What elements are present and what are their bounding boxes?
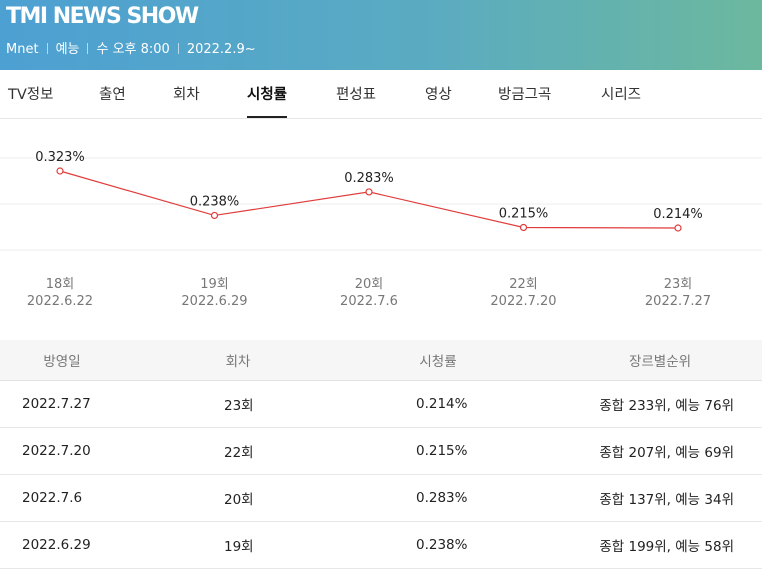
tab-ratings[interactable]: 시청률 [247, 70, 288, 118]
start-date-label: 2022.2.9~ [186, 42, 256, 57]
rating-data-label: 0.323% [35, 150, 85, 165]
channel-name[interactable]: Mnet [6, 42, 39, 57]
table-row: 2022.7.20 22회 0.215% 종합 207위, 예능 69위 [0, 428, 762, 475]
rating-data-label: 0.215% [499, 206, 549, 221]
row-episode: 23회 [224, 398, 254, 414]
ratings-chart: 0.323% 18회 2022.6.22 0.238% 19회 2022.6.29 0.28… [0, 118, 762, 340]
program-header: TMI NEWS SHOW Mnet 예능 수 오후 8:00 2022.2.9~ [0, 0, 762, 70]
row-genre-rank: 종합 199위, 예능 58위 [599, 539, 734, 555]
row-episode: 20회 [224, 492, 254, 508]
row-rating: 0.238% [416, 537, 468, 553]
ratings-chart-svg: 0.323% 18회 2022.6.22 0.238% 19회 2022.6.29 0.28… [0, 150, 762, 309]
x-tick-episode: 22회 [509, 277, 538, 292]
meta-divider [46, 43, 48, 54]
x-tick-episode: 23회 [664, 277, 693, 292]
rating-point [365, 188, 373, 196]
row-air-date: 2022.7.20 [22, 443, 91, 459]
row-genre-rank: 종합 137위, 예능 34위 [599, 492, 734, 508]
program-meta: Mnet 예능 수 오후 8:00 2022.2.9~ [6, 38, 256, 57]
x-tick-episode: 20회 [355, 277, 384, 292]
header-genre-rank: 장르별순위 [628, 354, 692, 370]
header-episode: 회차 [225, 354, 251, 370]
x-tick-date: 2022.6.22 [27, 294, 93, 309]
row-genre-rank: 종합 207위, 예능 69위 [599, 445, 734, 461]
tab-tv-info[interactable]: TV정보 [8, 87, 54, 103]
row-episode: 19회 [224, 539, 254, 555]
rating-data-label: 0.283% [344, 171, 394, 186]
program-title[interactable]: TMI NEWS SHOW [6, 4, 199, 29]
tab-bar: TV정보 출연 회차 시청률 편성표 영상 방금그곡 시리즈 [0, 70, 762, 119]
row-rating: 0.283% [416, 490, 468, 506]
row-air-date: 2022.6.29 [22, 537, 91, 553]
x-tick-date: 2022.6.29 [181, 294, 247, 309]
schedule-label: 수 오후 8:00 [96, 42, 170, 57]
table-row: 2022.7.6 20회 0.283% 종합 137위, 예능 34위 [0, 475, 762, 522]
rating-point [519, 223, 528, 232]
header-rating: 시청률 [419, 354, 457, 370]
rating-point [210, 211, 219, 220]
row-episode: 22회 [224, 445, 254, 461]
ratings-table: 방영일 회차 시청률 장르별순위 2022.7.27 23회 0.214% 종합… [0, 340, 762, 569]
x-tick-date: 2022.7.6 [340, 294, 398, 309]
tab-schedule[interactable]: 편성표 [336, 87, 377, 103]
tab-cast[interactable]: 출연 [99, 87, 126, 103]
x-tick-date: 2022.7.27 [645, 294, 711, 309]
row-genre-rank: 종합 233위, 예능 76위 [599, 398, 734, 414]
header-air-date: 방영일 [43, 354, 81, 370]
row-air-date: 2022.7.27 [22, 396, 91, 412]
x-tick-episode: 19회 [200, 277, 229, 292]
tab-episodes[interactable]: 회차 [173, 87, 200, 103]
rating-data-label: 0.238% [190, 194, 240, 209]
tab-song-search[interactable]: 방금그곡 [498, 87, 552, 103]
rating-point [56, 167, 64, 175]
table-row: 2022.7.27 23회 0.214% 종합 233위, 예능 76위 [0, 381, 762, 428]
x-tick-episode: 18회 [46, 277, 75, 292]
tab-series[interactable]: 시리즈 [601, 87, 642, 103]
row-rating: 0.214% [416, 396, 468, 412]
rating-data-label: 0.214% [653, 207, 703, 222]
table-header: 방영일 회차 시청률 장르별순위 [0, 340, 762, 381]
meta-divider [177, 43, 179, 54]
table-row: 2022.6.29 19회 0.238% 종합 199위, 예능 58위 [0, 522, 762, 569]
tab-videos[interactable]: 영상 [425, 87, 452, 103]
rating-point [674, 224, 682, 232]
row-air-date: 2022.7.6 [22, 490, 83, 506]
meta-divider [87, 43, 89, 54]
x-tick-date: 2022.7.20 [490, 294, 556, 309]
genre-label: 예능 [55, 42, 80, 57]
row-rating: 0.215% [416, 443, 468, 459]
